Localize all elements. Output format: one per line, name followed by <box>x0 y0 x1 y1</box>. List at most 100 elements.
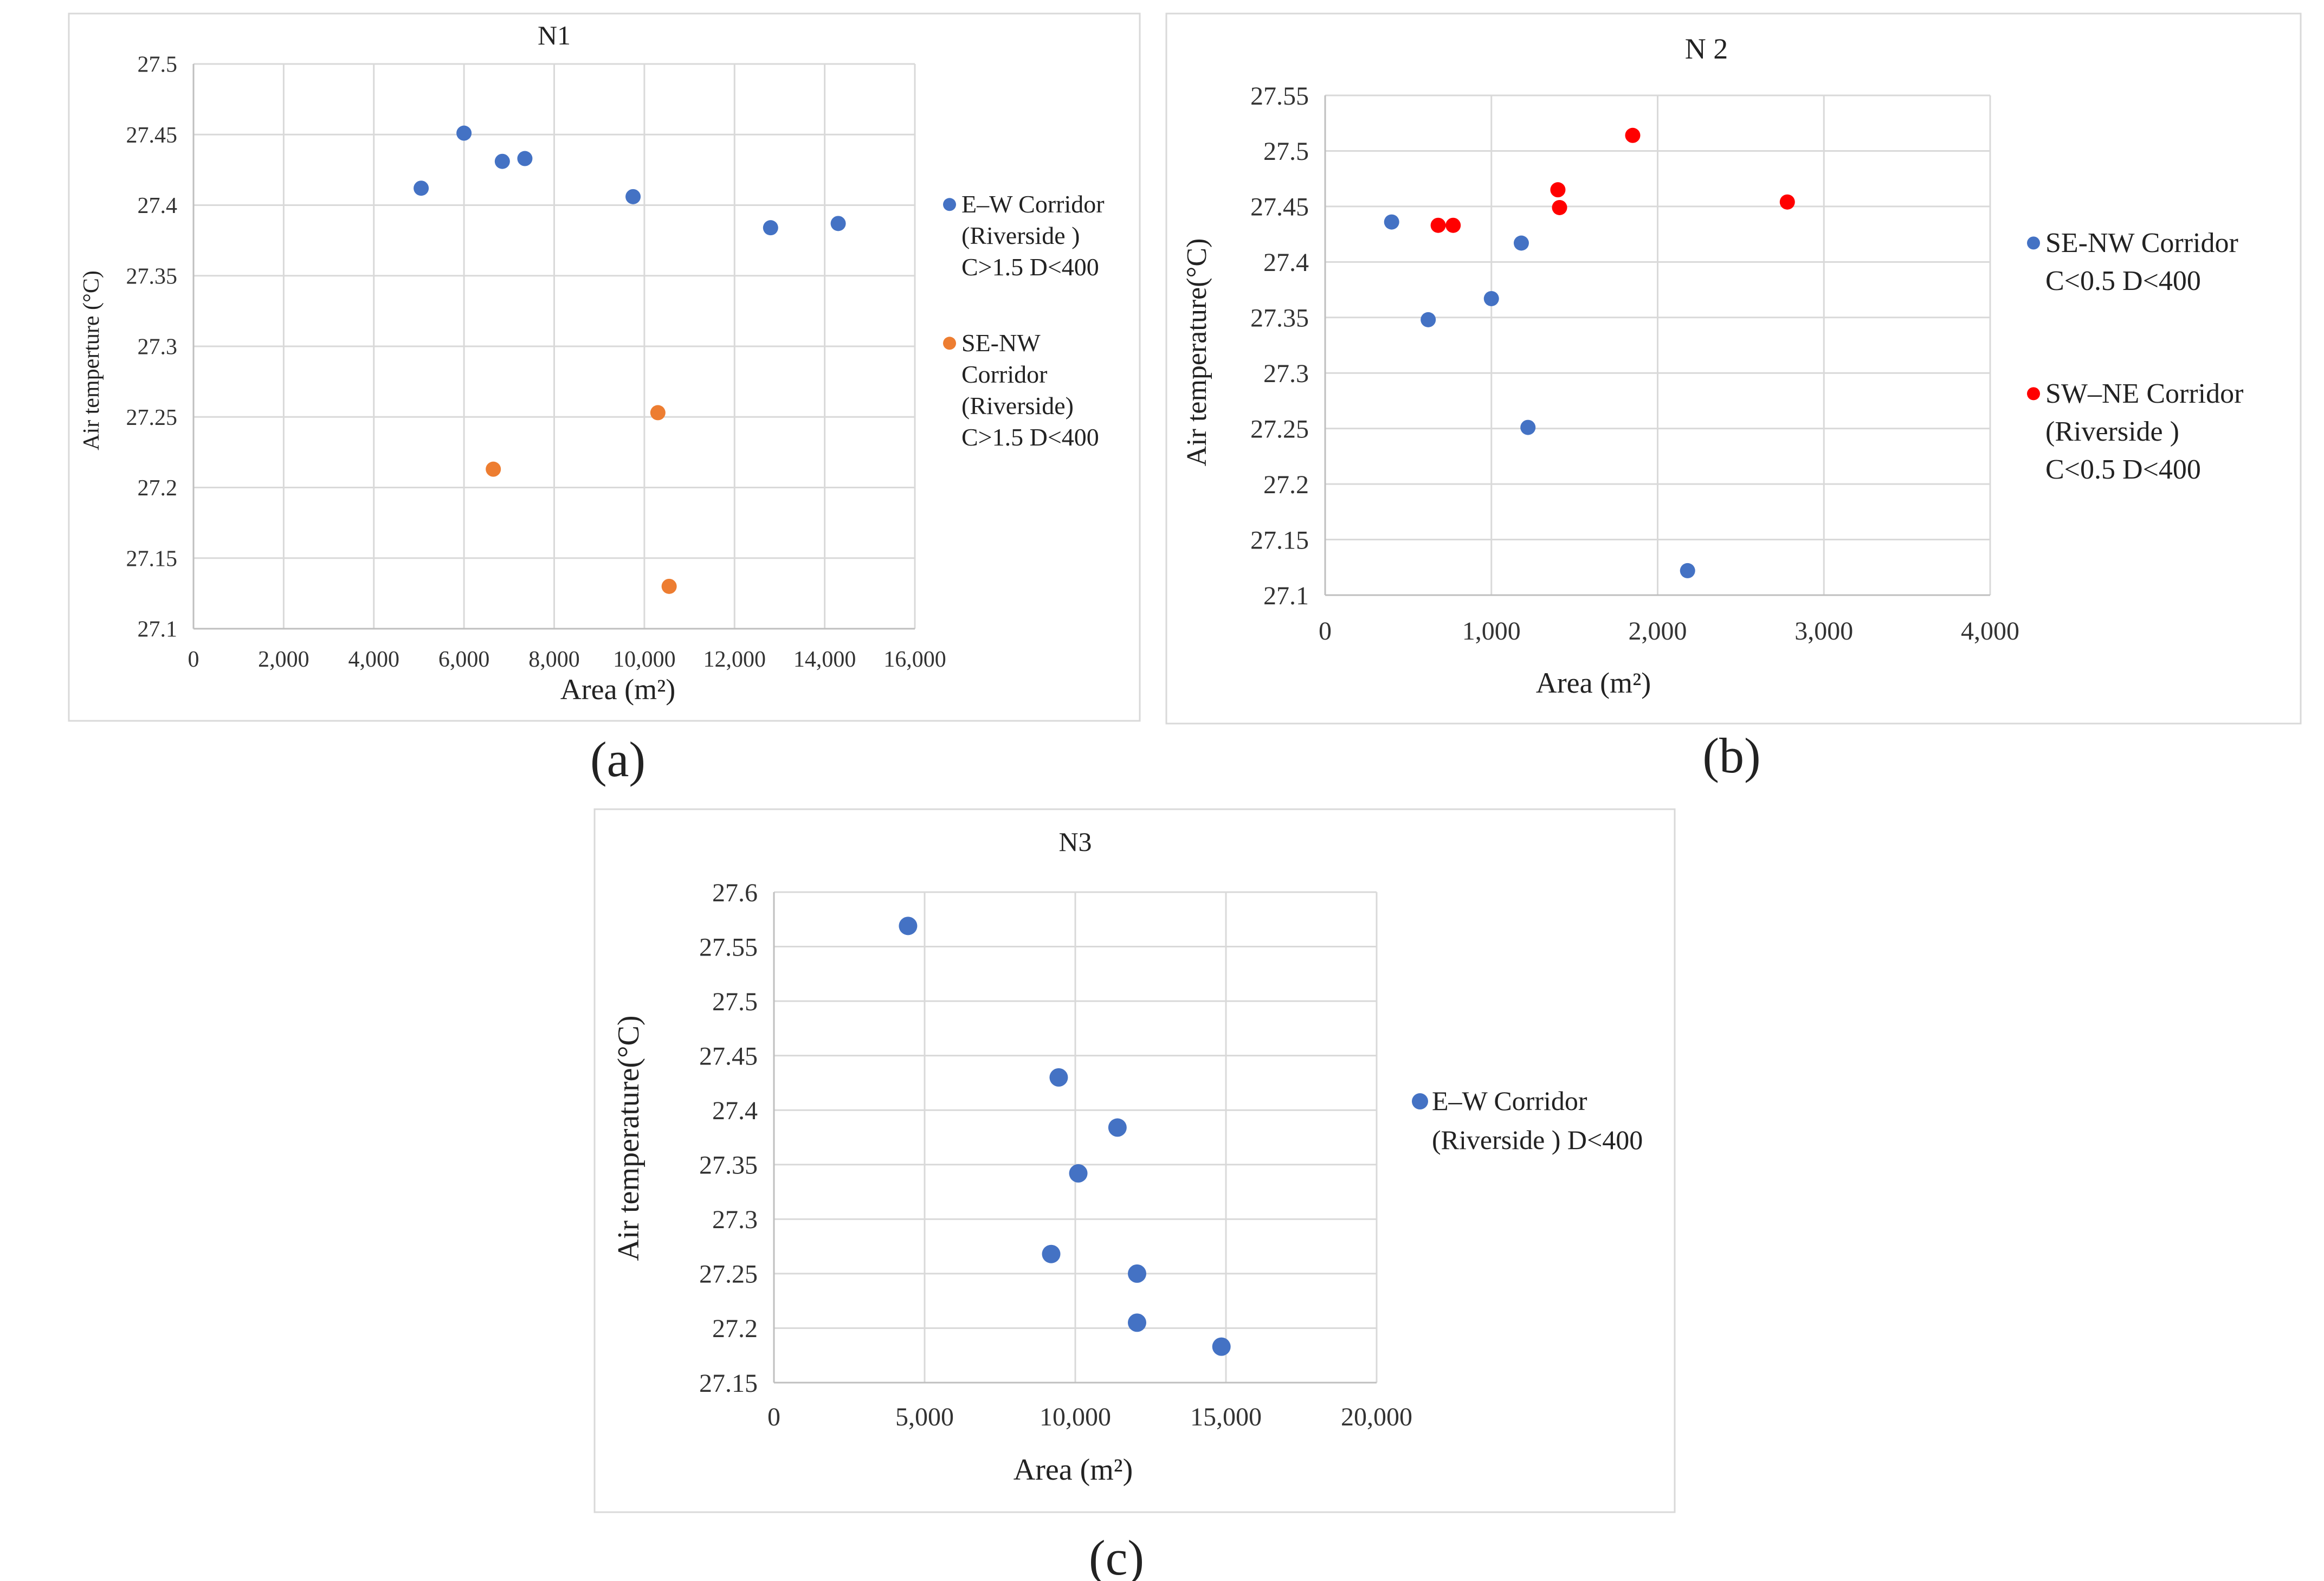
data-point <box>830 216 846 231</box>
x-tick-label: 0 <box>1319 617 1332 646</box>
panel-letter-b: (b) <box>1702 728 1760 783</box>
legend-text: (Riverside ) <box>2045 416 2179 447</box>
y-tick-label: 27.4 <box>712 1096 758 1125</box>
legend-text: SE-NW Corridor <box>2045 228 2238 259</box>
x-tick-label: 4,000 <box>348 647 400 672</box>
x-tick-label: 6,000 <box>438 647 490 672</box>
data-point <box>1550 182 1566 198</box>
data-point <box>625 189 641 204</box>
legend-marker <box>1412 1093 1428 1109</box>
y-tick-label: 27.1 <box>1263 582 1309 610</box>
data-point <box>1513 235 1529 251</box>
chart-frame <box>68 12 1141 722</box>
data-point <box>650 405 666 421</box>
legend-text: C<0.5 D<400 <box>2045 266 2201 296</box>
y-tick-label: 27.35 <box>1250 304 1309 333</box>
data-point <box>1127 1264 1146 1283</box>
legend-text: (Riverside ) D<400 <box>1432 1125 1643 1155</box>
data-point <box>1212 1337 1231 1356</box>
legend-entry: SE-NW Corridor C<0.5 D<400 <box>2027 228 2238 296</box>
y-axis-label: Air temperature(°C) <box>1182 238 1212 467</box>
series-1 <box>1384 214 1695 578</box>
legend-text: SW–NE Corridor <box>2045 378 2243 409</box>
legend-marker <box>2027 387 2040 401</box>
data-point <box>456 125 472 141</box>
data-point <box>1108 1118 1127 1137</box>
x-tick-label: 3,000 <box>1794 617 1853 646</box>
chart-N2: 27.1 27.15 27.2 27.25 27.3 27.35 27.4 27.45 27.5… <box>1165 12 2302 725</box>
y-tick-label: 27.25 <box>699 1260 758 1289</box>
data-point <box>1069 1164 1088 1183</box>
data-point <box>1445 217 1461 233</box>
y-axis-label: Air temperature(°C) <box>612 1015 645 1261</box>
y-axis-label: Air temperture (°C) <box>79 270 104 450</box>
panel-letter-a: (a) <box>590 732 645 787</box>
x-tick-label: 2,000 <box>1629 617 1687 646</box>
x-tick-label: 10,000 <box>1040 1403 1111 1431</box>
y-tick-label: 27.15 <box>699 1369 758 1398</box>
x-tick-label: 0 <box>188 647 199 672</box>
x-axis-label: Area (m²) <box>1536 667 1651 699</box>
y-tick-label: 27.4 <box>1263 248 1309 277</box>
legend-text: Corridor <box>961 360 1047 388</box>
legend-entry: SE-NW Corridor (Riverside) C>1.5 D<400 <box>943 329 1099 451</box>
chart-N1: 27.1 27.15 27.2 27.25 27.3 27.35 27.4 27.45 27.5… <box>68 12 1141 722</box>
y-tick-label: 27.15 <box>126 546 178 571</box>
data-point <box>763 220 778 236</box>
y-tick-label: 27.15 <box>1250 526 1309 554</box>
legend-text: C>1.5 D<400 <box>961 253 1099 281</box>
y-tick-label: 27.1 <box>138 617 178 642</box>
y-tick-label: 27.3 <box>712 1205 758 1234</box>
legend-marker <box>943 198 956 211</box>
y-tick-label: 27.2 <box>138 476 178 501</box>
y-tick-label: 27.6 <box>712 879 758 907</box>
x-tick-label: 8,000 <box>528 647 580 672</box>
chart-title: N3 <box>1058 827 1092 857</box>
x-tick-label: 16,000 <box>883 647 946 672</box>
y-tick-label: 27.35 <box>699 1151 758 1180</box>
x-tick-label: 15,000 <box>1190 1403 1262 1431</box>
data-point <box>486 461 501 477</box>
legend-text: (Riverside) <box>961 392 1074 420</box>
data-point <box>661 578 677 594</box>
series-2 <box>486 405 677 594</box>
legend-entry: E–W Corridor (Riverside ) D<400 <box>1412 1086 1643 1155</box>
data-point <box>1384 214 1399 230</box>
data-point <box>1127 1313 1146 1332</box>
y-tick-label: 27.5 <box>138 53 178 78</box>
y-tick-label: 27.2 <box>712 1314 758 1343</box>
legend-entry: E–W Corridor (Riverside ) C>1.5 D<400 <box>943 190 1105 281</box>
series-2 <box>1430 127 1795 233</box>
x-tick-label: 10,000 <box>613 647 676 672</box>
y-tick-label: 27.3 <box>138 335 178 360</box>
y-tick-label: 27.5 <box>712 988 758 1016</box>
chart-frame <box>1165 12 2302 725</box>
series-1 <box>899 917 1231 1356</box>
y-tick-label: 27.25 <box>126 405 178 430</box>
data-point <box>494 153 510 169</box>
y-tick-label: 27.5 <box>1263 137 1309 166</box>
data-point <box>414 180 429 196</box>
data-point <box>1042 1244 1061 1263</box>
data-point <box>1483 291 1499 306</box>
data-point <box>899 917 918 935</box>
legend-text: SE-NW <box>961 329 1041 357</box>
y-tick-label: 27.45 <box>1250 193 1309 222</box>
y-tick-label: 27.55 <box>1250 82 1309 111</box>
data-point <box>1430 217 1446 233</box>
chart-title: N 2 <box>1685 33 1728 65</box>
y-tick-label: 27.2 <box>1263 470 1309 499</box>
x-tick-label: 0 <box>767 1403 780 1431</box>
x-tick-label: 4,000 <box>1961 617 2019 646</box>
legend-marker <box>2027 236 2040 250</box>
legend-text: C<0.5 D<400 <box>2045 454 2201 485</box>
chart-N3: 27.15 27.2 27.25 27.3 27.35 27.4 27.45 27.5 27.5… <box>593 808 1676 1513</box>
legend-marker <box>943 337 956 350</box>
y-tick-label: 27.25 <box>1250 415 1309 443</box>
y-tick-label: 27.35 <box>126 264 178 289</box>
x-tick-label: 2,000 <box>258 647 309 672</box>
y-tick-label: 27.45 <box>699 1042 758 1070</box>
data-point <box>1625 127 1641 143</box>
legend-text: C>1.5 D<400 <box>961 423 1099 451</box>
